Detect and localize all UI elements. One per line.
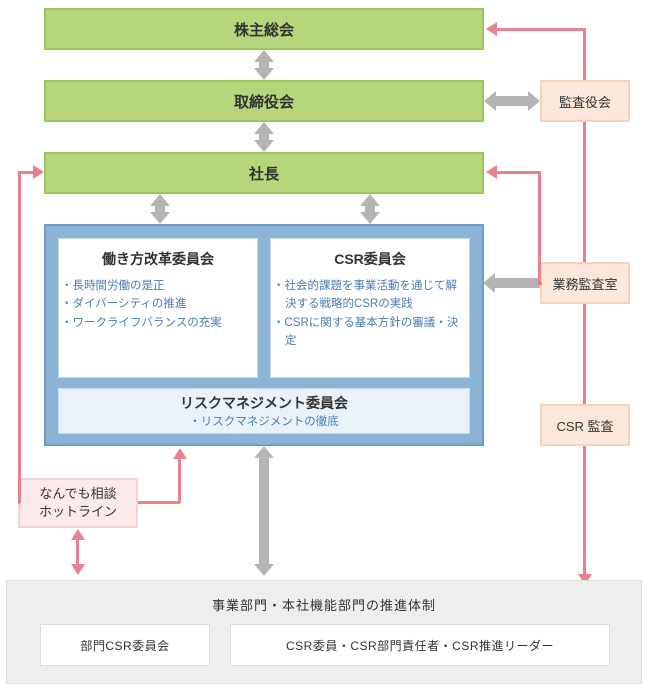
label: CSR委員・CSR部門責任者・CSR推進リーダー (286, 637, 554, 654)
label: 部門CSR委員会 (80, 637, 169, 654)
pink-line (538, 171, 541, 284)
card-workstyle: 働き方改革委員会 長時間労働の是正 ダイバーシティの推進 ワークライフバランスの… (58, 238, 258, 378)
pink-line (583, 122, 586, 262)
label: 業務監査室 (552, 274, 617, 293)
pink-line (583, 446, 586, 574)
card-bottom-right: CSR委員・CSR部門責任者・CSR推進リーダー (230, 624, 610, 666)
arrow-president-workstyle (150, 194, 170, 224)
pink-line (138, 501, 180, 504)
label: 取締役会 (234, 91, 294, 112)
pink-line (178, 459, 181, 503)
pink-line (18, 171, 33, 174)
card-csr-title: CSR委員会 (271, 239, 469, 277)
list-item: 長時間労働の是正 (73, 277, 247, 295)
arrow-directors-president (254, 122, 274, 152)
node-audit-office: 業務監査室 (540, 262, 630, 304)
label: なんでも相談 (39, 485, 116, 503)
card-risk-title: リスクマネジメント委員会 (59, 389, 469, 413)
node-shareholders: 株主総会 (44, 8, 484, 50)
pink-line (76, 540, 79, 564)
label: CSR 監査 (556, 416, 613, 435)
arrow-shareholders-directors (254, 50, 274, 80)
card-workstyle-title: 働き方改革委員会 (59, 239, 257, 277)
pink-line (583, 28, 586, 80)
bottom-title: 事業部門・本社機能部門の推進体制 (7, 581, 641, 624)
pink-line (18, 171, 21, 503)
pink-arrowhead (173, 448, 187, 459)
pink-arrowhead (486, 165, 497, 179)
card-csr-list: 社会的課題を事業活動を通じて解決する戦略的CSRの実践 CSRに関する基本方針の… (271, 277, 469, 361)
node-hotline: なんでも相談 ホットライン (18, 478, 138, 528)
pink-line (18, 501, 20, 504)
card-csr: CSR委員会 社会的課題を事業活動を通じて解決する戦略的CSRの実践 CSRに関… (270, 238, 470, 378)
arrow-president-csr (360, 194, 380, 224)
arrow-auditoffice-committees-shaft (495, 278, 540, 288)
node-directors: 取締役会 (44, 80, 484, 122)
arrow-auditoffice-committees-head (483, 273, 495, 293)
label: 株主総会 (234, 19, 294, 40)
pink-arrowhead (71, 564, 85, 575)
node-president: 社長 (44, 152, 484, 194)
label: ホットライン (39, 503, 117, 521)
list-item: CSRに関する基本方針の審議・決定 (285, 314, 459, 351)
pink-line (538, 282, 542, 285)
pink-arrowhead (71, 529, 85, 540)
pink-arrowhead (33, 165, 44, 179)
card-bottom-left: 部門CSR委員会 (40, 624, 210, 666)
pink-line (497, 171, 540, 174)
node-csr-audit: CSR 監査 (540, 404, 630, 446)
card-workstyle-list: 長時間労働の是正 ダイバーシティの推進 ワークライフバランスの充実 (59, 277, 257, 342)
list-item: ダイバーシティの推進 (73, 295, 247, 313)
pink-line (497, 28, 585, 31)
node-audit-board: 監査役会 (540, 80, 630, 122)
list-item: 社会的課題を事業活動を通じて解決する戦略的CSRの実践 (285, 277, 459, 314)
pink-line (583, 304, 586, 404)
arrow-committees-bottom (254, 446, 274, 576)
list-item: ワークライフバランスの充実 (73, 314, 247, 332)
card-risk-item: ・リスクマネジメントの徹底 (59, 413, 469, 429)
label: 社長 (249, 163, 279, 184)
card-risk: リスクマネジメント委員会 ・リスクマネジメントの徹底 (58, 388, 470, 434)
label: 監査役会 (559, 92, 611, 111)
arrow-directors-auditboard (484, 91, 540, 111)
pink-arrowhead (486, 22, 497, 36)
